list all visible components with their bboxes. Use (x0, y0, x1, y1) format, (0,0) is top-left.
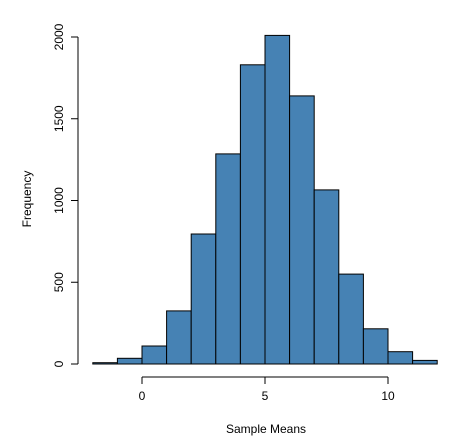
y-axis-title: Frequency (20, 171, 34, 228)
x-tick-label: 5 (262, 389, 269, 403)
histogram-bar (289, 95, 315, 365)
x-tick-label: 10 (381, 389, 395, 403)
histogram-bar (387, 351, 414, 365)
x-axis: 0 5 10 (139, 376, 395, 403)
histogram-bar (239, 64, 266, 365)
histogram-bar (215, 153, 241, 365)
histogram-bar (264, 34, 291, 365)
histogram-bars (92, 34, 438, 365)
histogram-bar (116, 357, 143, 365)
histogram-bar (141, 345, 168, 365)
x-tick-label: 0 (139, 389, 146, 403)
histogram-bar (412, 359, 438, 365)
histogram-bar (313, 189, 340, 365)
y-tick-label: 1500 (52, 105, 66, 132)
x-axis-title: Sample Means (226, 422, 306, 436)
y-tick-label: 500 (52, 272, 66, 292)
histogram-bar (338, 273, 364, 365)
y-axis: 0 500 1000 1500 2000 (52, 23, 79, 367)
histogram-bar (362, 328, 389, 365)
histogram-bar (92, 362, 118, 365)
histogram-bar (190, 233, 217, 365)
y-tick-label: 2000 (52, 23, 66, 50)
y-tick-label: 0 (52, 360, 66, 367)
y-tick-label: 1000 (52, 187, 66, 214)
histogram-bar (166, 310, 192, 365)
